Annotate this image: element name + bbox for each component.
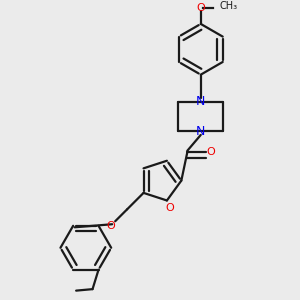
Text: O: O: [165, 203, 174, 213]
Text: CH₃: CH₃: [219, 1, 237, 11]
Text: N: N: [196, 125, 206, 138]
Text: O: O: [106, 221, 115, 231]
Text: O: O: [196, 2, 205, 13]
Text: N: N: [196, 95, 206, 108]
Text: O: O: [206, 147, 215, 157]
